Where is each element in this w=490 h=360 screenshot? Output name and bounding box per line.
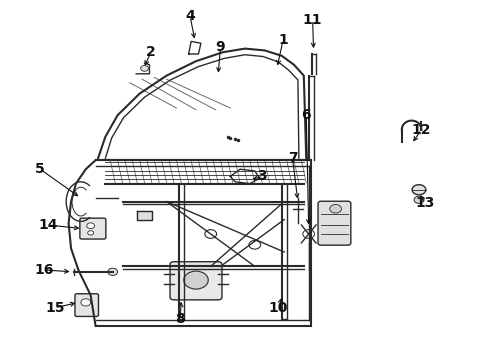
Text: 2: 2 [146, 45, 156, 59]
Circle shape [414, 196, 424, 203]
Text: 4: 4 [185, 9, 195, 23]
Text: 3: 3 [257, 170, 267, 183]
Text: 10: 10 [269, 301, 288, 315]
Circle shape [412, 185, 426, 195]
FancyBboxPatch shape [170, 262, 222, 300]
Text: 14: 14 [38, 218, 58, 232]
Circle shape [303, 230, 315, 238]
Text: 8: 8 [175, 312, 185, 325]
Circle shape [205, 230, 217, 238]
FancyBboxPatch shape [318, 201, 351, 245]
Text: 6: 6 [301, 108, 311, 122]
Text: 11: 11 [303, 13, 322, 27]
Circle shape [249, 240, 261, 249]
FancyBboxPatch shape [75, 294, 98, 316]
Circle shape [87, 223, 95, 229]
Text: 5: 5 [35, 162, 45, 176]
Text: 16: 16 [34, 263, 54, 277]
Circle shape [108, 268, 118, 275]
Circle shape [88, 231, 94, 235]
Circle shape [184, 271, 208, 289]
Circle shape [81, 299, 91, 306]
Text: 15: 15 [45, 301, 65, 315]
Text: 9: 9 [216, 40, 225, 54]
Circle shape [330, 204, 342, 213]
Circle shape [141, 66, 148, 71]
Text: 1: 1 [278, 33, 288, 46]
Text: 12: 12 [412, 123, 431, 136]
Polygon shape [137, 211, 152, 220]
Text: 7: 7 [288, 152, 297, 165]
FancyBboxPatch shape [80, 218, 106, 239]
Text: 13: 13 [416, 197, 435, 210]
